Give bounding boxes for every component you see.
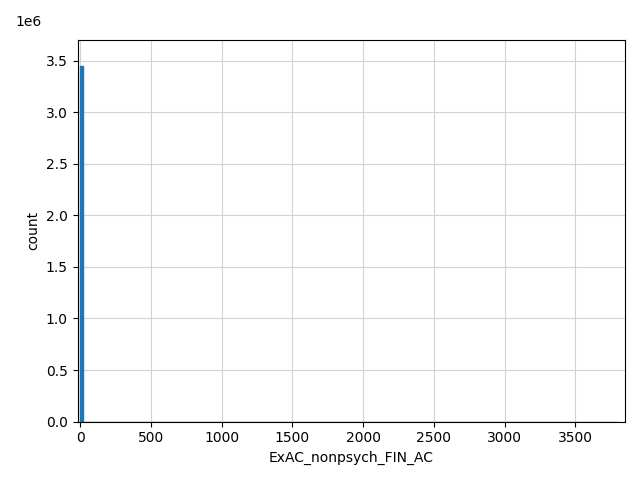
X-axis label: ExAC_nonpsych_FIN_AC: ExAC_nonpsych_FIN_AC [269,451,434,465]
Text: 1e6: 1e6 [15,15,41,29]
Bar [80,66,83,421]
Y-axis label: count: count [26,211,40,251]
